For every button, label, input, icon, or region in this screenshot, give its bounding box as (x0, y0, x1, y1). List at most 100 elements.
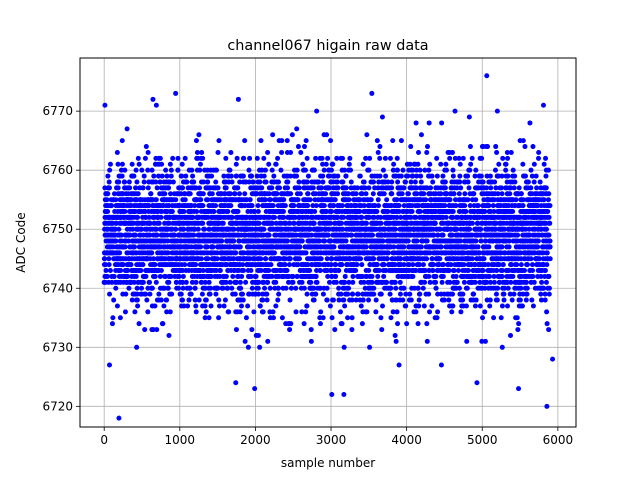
data-point (164, 232, 170, 238)
data-point (282, 203, 288, 209)
data-point (164, 173, 170, 179)
data-point (390, 167, 396, 173)
data-point (210, 244, 216, 250)
data-point (213, 203, 219, 209)
data-point (303, 309, 309, 315)
data-point (324, 297, 330, 303)
data-point (209, 173, 215, 179)
data-point (229, 179, 235, 185)
data-point (168, 173, 174, 179)
data-point (374, 262, 380, 268)
data-point (246, 179, 252, 185)
data-point (113, 238, 119, 244)
data-point (199, 291, 205, 297)
data-point (469, 220, 475, 226)
data-point (381, 191, 387, 197)
data-point (317, 321, 323, 327)
data-point (237, 309, 243, 315)
data-point (318, 309, 324, 315)
data-point (299, 309, 305, 315)
data-point (236, 191, 242, 197)
data-point (362, 185, 368, 191)
data-point (390, 138, 396, 144)
data-point (159, 161, 165, 167)
data-point (288, 285, 294, 291)
data-point (146, 214, 152, 220)
data-point (405, 173, 411, 179)
data-point (293, 309, 299, 315)
data-point (311, 297, 317, 303)
data-point (377, 144, 383, 150)
data-point (471, 191, 477, 197)
data-point (293, 285, 299, 291)
data-point (452, 197, 458, 203)
data-point (239, 273, 245, 279)
data-point (332, 197, 338, 203)
data-point (305, 262, 311, 268)
data-point (295, 144, 301, 150)
data-point (143, 291, 149, 297)
data-point (358, 303, 364, 309)
data-point (394, 155, 400, 161)
data-point (161, 303, 167, 309)
data-point (385, 179, 391, 185)
data-point (149, 285, 155, 291)
data-point (269, 167, 275, 173)
data-point (197, 185, 203, 191)
data-point (384, 197, 390, 203)
data-point (232, 291, 238, 297)
data-point (173, 197, 179, 203)
data-point (415, 285, 421, 291)
data-point (288, 173, 293, 179)
data-point (363, 191, 369, 197)
data-point (428, 185, 434, 191)
data-point (111, 273, 117, 279)
data-point (299, 279, 305, 285)
data-point (256, 238, 262, 244)
data-point (446, 297, 452, 303)
data-point (152, 303, 158, 309)
data-point (166, 203, 172, 209)
data-point (323, 161, 329, 167)
data-point (166, 185, 172, 191)
data-point (327, 279, 333, 285)
data-point (378, 220, 384, 226)
data-point (437, 226, 443, 232)
data-point (276, 179, 282, 185)
data-point (449, 309, 455, 315)
data-point (465, 268, 471, 274)
data-point (324, 256, 330, 262)
data-point (359, 262, 365, 268)
data-point (107, 268, 113, 274)
data-point (360, 297, 366, 303)
data-point (413, 309, 419, 315)
data-point (288, 149, 294, 155)
data-point (359, 191, 365, 197)
data-point (214, 250, 220, 256)
data-point (154, 185, 160, 191)
data-point (279, 315, 285, 321)
data-point (157, 273, 163, 279)
data-point (105, 173, 111, 179)
data-point (407, 291, 413, 297)
data-point (478, 226, 484, 232)
data-point (421, 303, 427, 309)
data-point (167, 309, 173, 315)
data-point (392, 279, 398, 285)
data-point (205, 256, 211, 262)
data-point (285, 185, 291, 191)
data-point (343, 185, 349, 191)
data-point (473, 167, 479, 173)
data-point (287, 220, 293, 226)
data-point (204, 244, 210, 250)
data-point (414, 191, 420, 197)
data-point (189, 279, 195, 285)
data-point (237, 244, 243, 250)
data-point (416, 149, 421, 155)
data-point (311, 167, 317, 173)
data-point (178, 291, 184, 297)
data-point (433, 279, 439, 285)
data-point (232, 191, 238, 197)
data-point (216, 315, 222, 321)
data-point (450, 209, 456, 214)
